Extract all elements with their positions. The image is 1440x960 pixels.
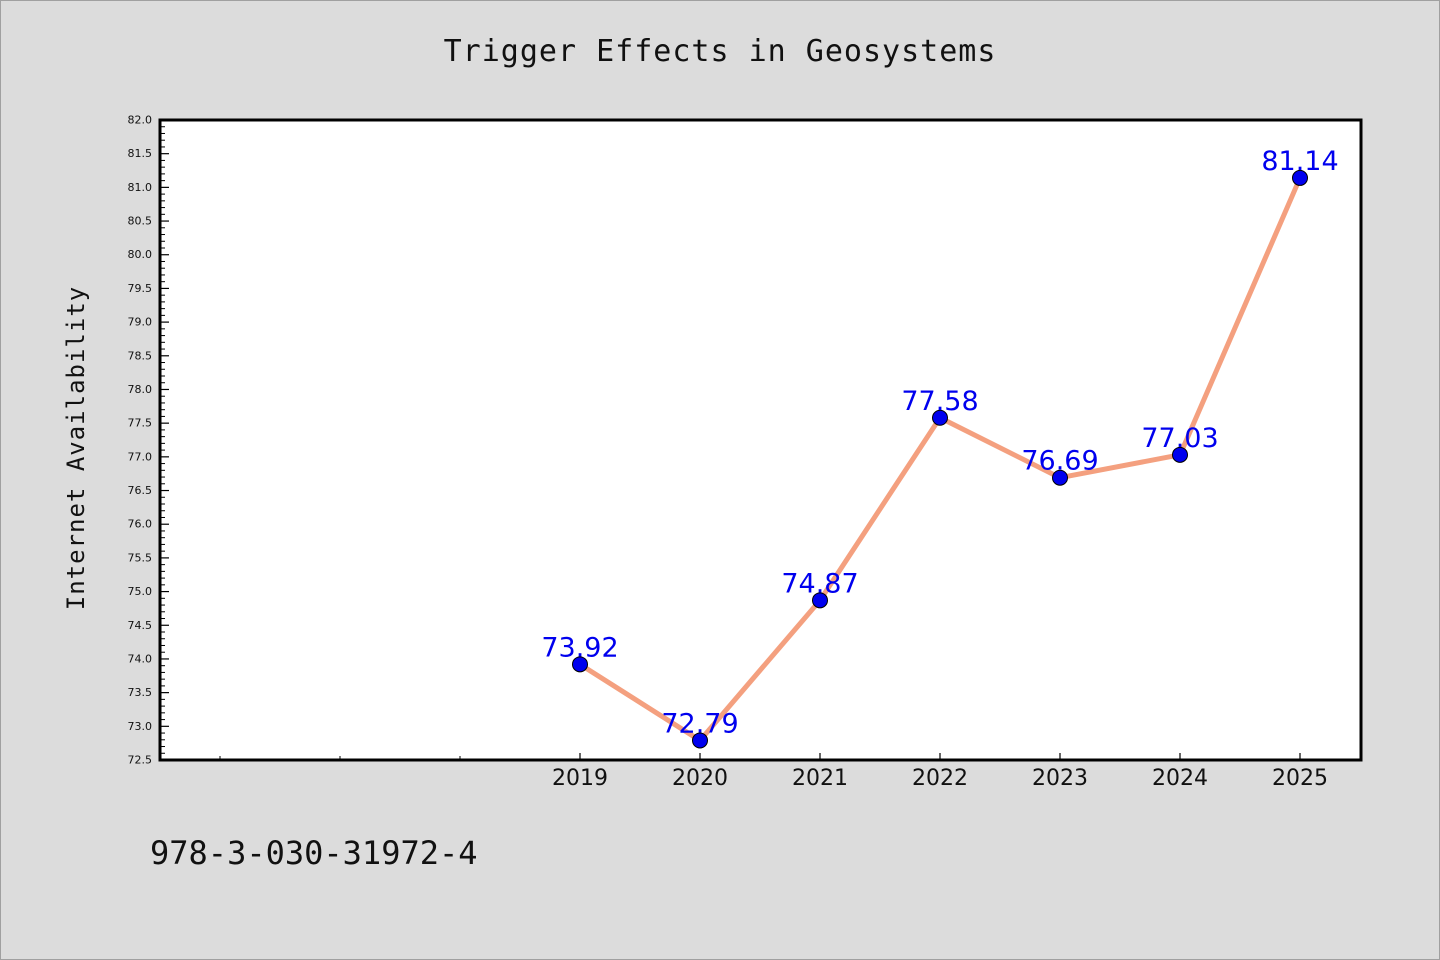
x-tick-label: 2023 <box>1032 766 1088 791</box>
series-layer: 73.92 72.79 74.87 77.58 76.69 77.03 81.14 <box>541 146 1339 749</box>
data-point <box>1292 169 1308 186</box>
y-tick-label: 73.0 <box>128 720 153 733</box>
y-tick-label: 74.5 <box>128 619 153 632</box>
y-tick-label: 79.0 <box>128 316 153 329</box>
data-point <box>932 409 948 426</box>
y-tick-label: 75.5 <box>128 551 153 564</box>
x-tick-label: 2025 <box>1272 766 1328 791</box>
x-tick-label: 2024 <box>1152 766 1208 791</box>
y-tick-label: 78.0 <box>128 383 153 396</box>
y-tick-label: 79.5 <box>128 282 153 295</box>
y-tick-label: 80.5 <box>128 215 153 228</box>
data-label: 77.58 <box>901 386 978 417</box>
y-tick-label: 73.5 <box>128 686 153 699</box>
data-point <box>1172 446 1188 463</box>
data-label: 81.14 <box>1261 146 1338 177</box>
x-tick-label: 2020 <box>672 766 728 791</box>
y-tick-label: 77.0 <box>128 450 153 463</box>
y-tick-label: 72.5 <box>128 754 153 767</box>
y-tick-label: 76.5 <box>128 484 153 497</box>
isbn-label: 978-3-030-31972-4 <box>150 834 478 872</box>
x-axis: 2019 2020 2021 2022 2023 2024 2025 <box>219 753 1328 791</box>
y-axis: 72.5 73.0 73.5 74.0 74.5 75.0 75.5 76.0 76.5 77.0… <box>128 114 169 767</box>
y-tick-label: 82.0 <box>128 114 153 127</box>
data-label: 76.69 <box>1021 446 1098 477</box>
y-tick-label: 76.0 <box>128 518 153 531</box>
x-tick-label: 2021 <box>792 766 848 791</box>
data-point <box>1052 469 1068 486</box>
data-point <box>812 592 828 609</box>
y-tick-label: 74.0 <box>128 652 153 665</box>
data-label: 74.87 <box>781 568 858 599</box>
y-tick-label: 81.5 <box>128 147 153 160</box>
y-tick-label: 77.5 <box>128 417 153 430</box>
x-tick-label: 2019 <box>552 766 608 791</box>
y-tick-label: 78.5 <box>128 349 153 362</box>
data-label: 77.03 <box>1141 423 1218 454</box>
y-tick-label: 75.0 <box>128 585 153 598</box>
x-tick-label: 2022 <box>912 766 968 791</box>
y-tick-label: 81.0 <box>128 181 153 194</box>
data-point <box>572 656 588 673</box>
chart-title: Trigger Effects in Geosystems <box>443 34 997 69</box>
plot-area <box>158 118 1363 762</box>
data-label: 73.92 <box>541 632 618 663</box>
data-point <box>692 732 708 749</box>
y-tick-label: 80.0 <box>128 248 153 261</box>
data-label: 72.79 <box>661 708 738 739</box>
